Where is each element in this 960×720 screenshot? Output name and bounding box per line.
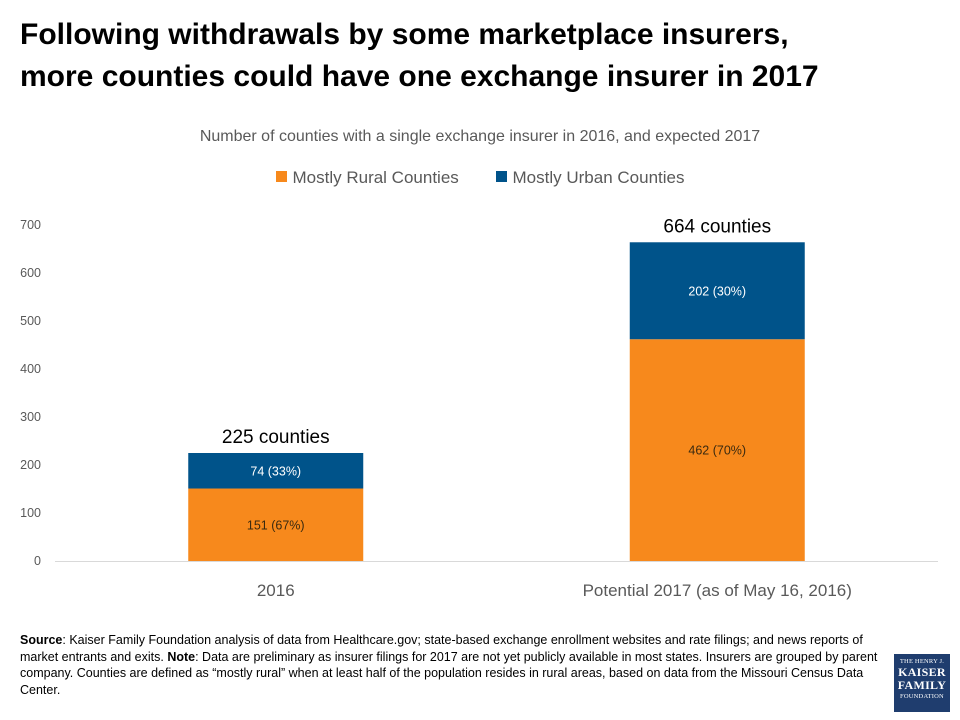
bar-segment-rural — [188, 488, 364, 561]
chart-subtitle: Number of counties with a single exchang… — [199, 128, 761, 145]
source-text: : Kaiser Family Foundation analysis of d… — [20, 633, 863, 664]
title-line-1: Following withdrawals by some marketplac… — [20, 18, 789, 51]
bar-segment-rural — [629, 339, 805, 561]
bar-total-label: 225 counties — [222, 427, 330, 448]
logo-line-2: KAISER — [898, 665, 946, 679]
legend-item-urban: Mostly Urban Counties — [495, 168, 685, 188]
y-tick-label: 100 — [20, 506, 41, 520]
title-line-2: more counties could have one exchange in… — [20, 60, 819, 93]
bar-data-label: 202 (30%) — [688, 284, 746, 298]
x-category-label: Potential 2017 (as of May 16, 2016) — [583, 581, 852, 600]
bar-data-label: 151 (67%) — [247, 518, 305, 532]
legend-item-rural: Mostly Rural Counties — [275, 168, 459, 188]
legend-label-rural: Mostly Rural Counties — [292, 168, 459, 187]
note-label: Note — [167, 649, 196, 664]
bar-segment-urban — [188, 453, 364, 489]
y-tick-label: 400 — [20, 362, 41, 376]
y-tick-label: 0 — [34, 554, 41, 568]
bar-segment-urban — [629, 242, 805, 340]
kff-logo: THE HENRY J. KAISER FAMILY FOUNDATION — [894, 654, 950, 712]
legend-label-urban: Mostly Urban Counties — [512, 168, 685, 187]
logo-line-3: FAMILY — [897, 678, 947, 692]
bar-data-label: 74 (33%) — [250, 464, 301, 478]
bar-total-label: 664 counties — [663, 216, 771, 237]
legend: Mostly Rural Counties Mostly Urban Count… — [0, 168, 960, 188]
logo-line-4: FOUNDATION — [900, 693, 944, 700]
legend-swatch-rural — [275, 171, 287, 182]
logo-line-1: THE HENRY J. — [899, 658, 945, 665]
y-tick-label: 300 — [20, 410, 41, 424]
y-tick-label: 500 — [20, 314, 41, 328]
chart-title: Following withdrawals by some marketplac… — [20, 14, 940, 98]
bar-data-label: 462 (70%) — [688, 444, 746, 458]
note-text: : Data are preliminary as insurer filing… — [20, 649, 878, 697]
y-tick-label: 200 — [20, 458, 41, 472]
stacked-bar-chart: 0 100 200 300 400 500 600 700 151 (67%) 74 (33%) 2… — [20, 216, 938, 600]
y-tick-label: 700 — [20, 218, 41, 232]
x-category-label: 2016 — [257, 581, 295, 600]
y-tick-label: 600 — [20, 266, 41, 280]
source-label: Source — [20, 633, 63, 647]
legend-swatch-urban — [495, 171, 507, 182]
footnote: Source: Kaiser Family Foundation analysi… — [20, 632, 880, 698]
